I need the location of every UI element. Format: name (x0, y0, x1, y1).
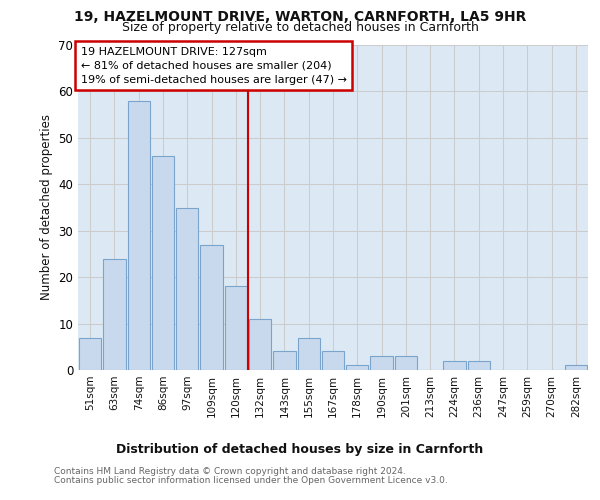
Bar (370, 356, 393, 370)
Bar (79, 338, 101, 370)
Bar (103, 258, 125, 370)
Text: Contains HM Land Registry data © Crown copyright and database right 2024.: Contains HM Land Registry data © Crown c… (54, 467, 406, 476)
Bar (224, 286, 247, 370)
Text: Contains public sector information licensed under the Open Government Licence v3: Contains public sector information licen… (54, 476, 448, 485)
Text: Size of property relative to detached houses in Carnforth: Size of property relative to detached ho… (122, 21, 478, 34)
Text: Distribution of detached houses by size in Carnforth: Distribution of detached houses by size … (116, 442, 484, 456)
Y-axis label: Number of detached properties: Number of detached properties (40, 114, 53, 300)
Bar (273, 352, 296, 370)
Bar (200, 244, 223, 370)
Bar (395, 356, 417, 370)
Bar (152, 156, 174, 370)
Bar (176, 208, 199, 370)
Bar (565, 366, 587, 370)
Text: 19 HAZELMOUNT DRIVE: 127sqm
← 81% of detached houses are smaller (204)
19% of se: 19 HAZELMOUNT DRIVE: 127sqm ← 81% of det… (80, 46, 347, 84)
Bar (128, 100, 150, 370)
Bar (298, 338, 320, 370)
Bar (322, 352, 344, 370)
Bar (443, 360, 466, 370)
Bar (346, 366, 368, 370)
Text: 19, HAZELMOUNT DRIVE, WARTON, CARNFORTH, LA5 9HR: 19, HAZELMOUNT DRIVE, WARTON, CARNFORTH,… (74, 10, 526, 24)
Bar (249, 319, 271, 370)
Bar (467, 360, 490, 370)
